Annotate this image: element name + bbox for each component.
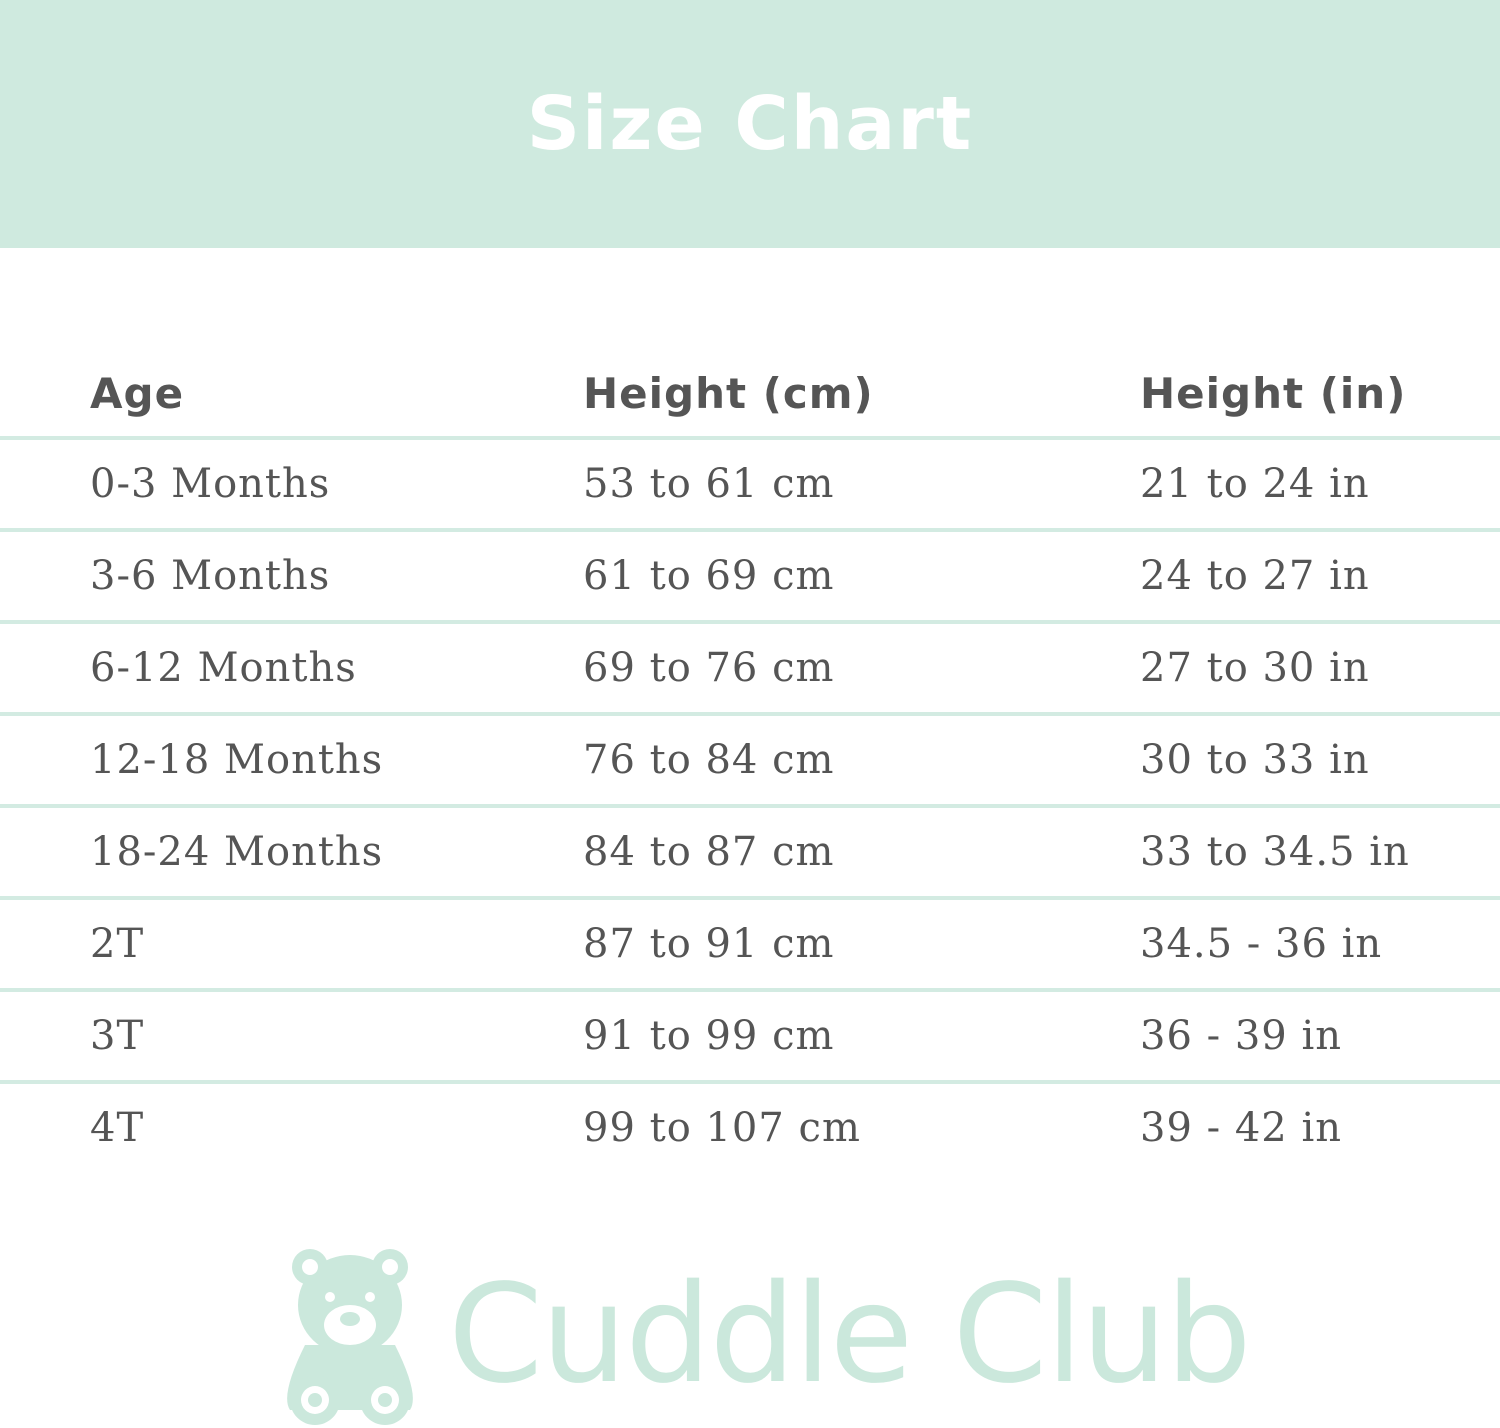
age-cell: 3T [90, 1013, 145, 1059]
height-cm-cell: 87 to 91 cm [583, 921, 835, 967]
page-title: Size Chart [526, 81, 974, 167]
age-cell: 2T [90, 921, 145, 967]
height-in-cell: 21 to 24 in [1140, 461, 1370, 507]
table-row: 6-12 Months 69 to 76 cm 27 to 30 in [0, 624, 1500, 716]
age-cell: 18-24 Months [90, 829, 384, 875]
table-row: 4T 99 to 107 cm 39 - 42 in [0, 1084, 1500, 1172]
brand-logo: Cuddle Club [280, 1245, 1252, 1425]
age-cell: 3-6 Months [90, 553, 331, 599]
table-row: 0-3 Months 53 to 61 cm 21 to 24 in [0, 440, 1500, 532]
height-in-cell: 36 - 39 in [1140, 1013, 1343, 1059]
table-row: 18-24 Months 84 to 87 cm 33 to 34.5 in [0, 808, 1500, 900]
brand-name: Cuddle Club [448, 1256, 1252, 1414]
height-cm-cell: 99 to 107 cm [583, 1105, 861, 1151]
table-row: 3-6 Months 61 to 69 cm 24 to 27 in [0, 532, 1500, 624]
teddy-bear-icon [287, 1249, 413, 1425]
header-height-cm: Height (cm) [583, 368, 874, 418]
height-in-cell: 24 to 27 in [1140, 553, 1370, 599]
height-in-cell: 39 - 42 in [1140, 1105, 1343, 1151]
size-table: Age Height (cm) Height (in) 0-3 Months 53… [0, 350, 1500, 1172]
height-in-cell: 27 to 30 in [1140, 645, 1370, 691]
height-cm-cell: 76 to 84 cm [583, 737, 835, 783]
table-row: 3T 91 to 99 cm 36 - 39 in [0, 992, 1500, 1084]
height-cm-cell: 84 to 87 cm [583, 829, 835, 875]
height-in-cell: 30 to 33 in [1140, 737, 1370, 783]
height-cm-cell: 91 to 99 cm [583, 1013, 835, 1059]
height-cm-cell: 69 to 76 cm [583, 645, 835, 691]
table-row: 2T 87 to 91 cm 34.5 - 36 in [0, 900, 1500, 992]
header-height-in: Height (in) [1140, 368, 1407, 418]
height-in-cell: 34.5 - 36 in [1140, 921, 1383, 967]
height-cm-cell: 61 to 69 cm [583, 553, 835, 599]
age-cell: 12-18 Months [90, 737, 384, 783]
table-header-row: Age Height (cm) Height (in) [0, 350, 1500, 440]
header-age: Age [90, 368, 185, 418]
height-in-cell: 33 to 34.5 in [1140, 829, 1410, 875]
table-row: 12-18 Months 76 to 84 cm 30 to 33 in [0, 716, 1500, 808]
height-cm-cell: 53 to 61 cm [583, 461, 835, 507]
age-cell: 6-12 Months [90, 645, 357, 691]
age-cell: 4T [90, 1105, 145, 1151]
age-cell: 0-3 Months [90, 461, 331, 507]
title-banner: Size Chart [0, 0, 1500, 248]
